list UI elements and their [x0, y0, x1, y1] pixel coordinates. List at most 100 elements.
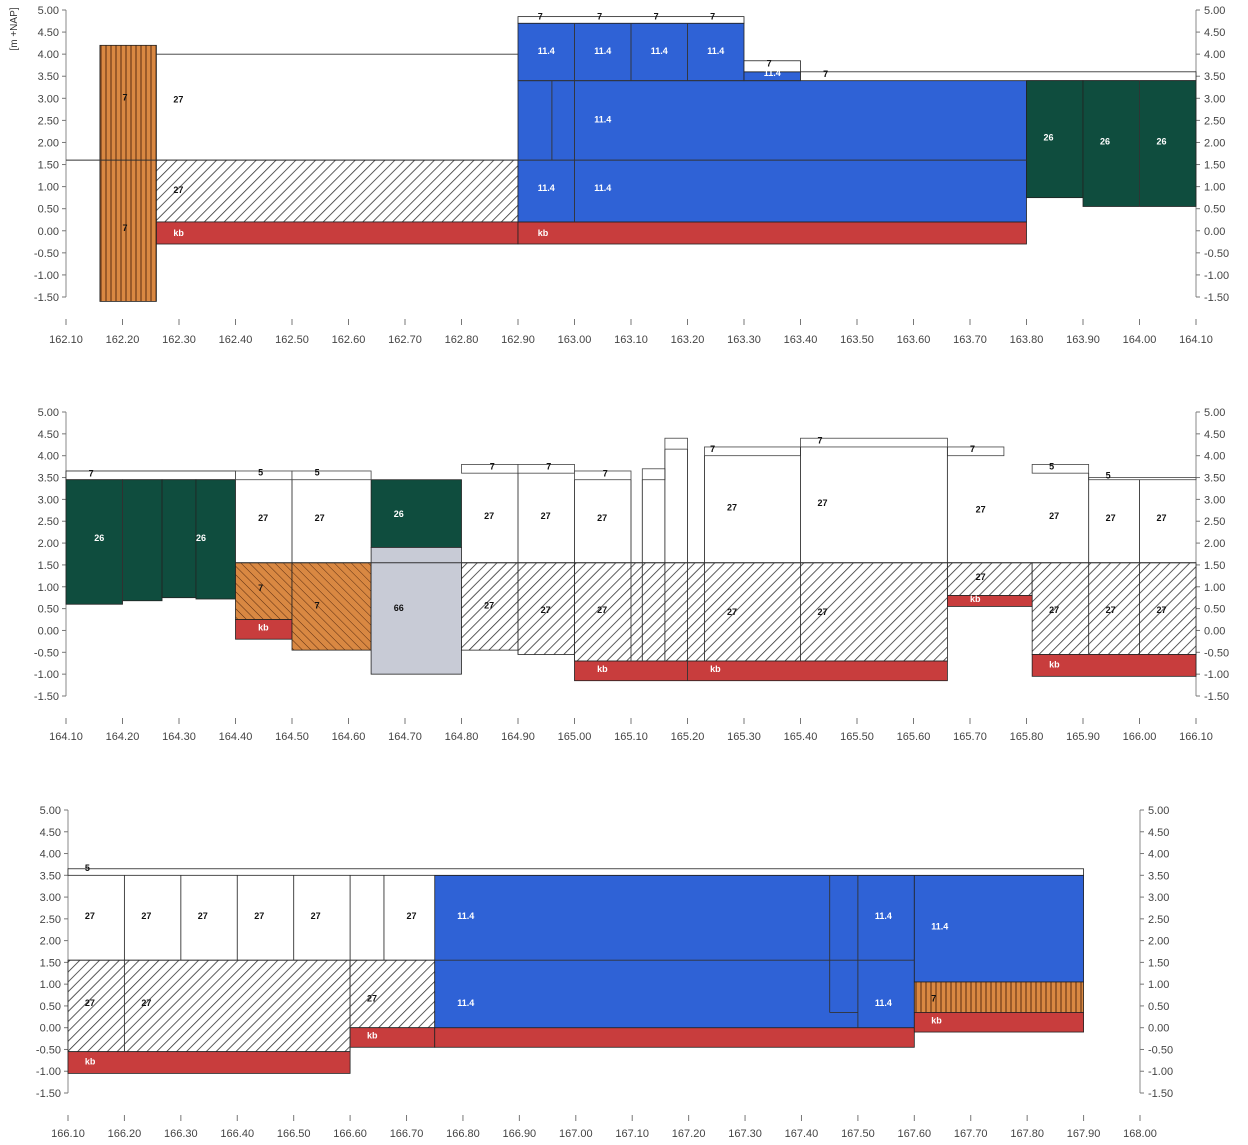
soil-code-label: 26 [94, 533, 104, 543]
x-tick-label: 166.80 [446, 1128, 480, 1140]
layer-outline [235, 470, 293, 481]
y-tick-label-right: 5.00 [1204, 407, 1225, 419]
soil-layer-green [195, 479, 236, 600]
soil-code-label: kb [931, 1015, 942, 1025]
y-tick-label-right: -1.00 [1204, 669, 1229, 681]
soil-code-label: kb [710, 664, 721, 674]
soil-code-label: 27 [1106, 605, 1116, 615]
y-tick-label-left: 2.00 [38, 137, 59, 149]
soil-code-label: 27 [727, 502, 737, 512]
y-tick-label-right: -1.50 [1204, 292, 1229, 304]
y-tick-label-right: 1.00 [1148, 979, 1169, 991]
soil-code-label: 7 [823, 69, 828, 79]
soil-code-label: 27 [1106, 513, 1116, 523]
y-tick-label-left: 2.50 [40, 914, 61, 926]
x-tick-label: 167.90 [1067, 1128, 1101, 1140]
x-tick-label: 165.90 [1066, 731, 1100, 743]
y-tick-label-left: 2.00 [40, 936, 61, 948]
soil-code-label: 27 [141, 998, 151, 1008]
x-tick-label: 167.40 [785, 1128, 819, 1140]
x-tick-label: 165.80 [1010, 731, 1044, 743]
y-tick-label-right: 3.00 [1204, 494, 1225, 506]
soil-layer-red [574, 660, 948, 682]
y-tick-label-left: -0.50 [34, 647, 59, 659]
soil-layer-hatch [1031, 562, 1197, 655]
y-tick-label-right: 3.00 [1204, 93, 1225, 105]
soil-code-label: 7 [710, 12, 715, 22]
x-tick-label: 165.10 [614, 731, 648, 743]
soil-layer-white [800, 71, 1197, 82]
x-tick-label: 163.40 [784, 334, 818, 346]
soil-code-label: 11.4 [875, 911, 892, 921]
soil-code-label: 27 [1156, 513, 1166, 523]
x-tick-label: 162.90 [501, 334, 535, 346]
x-tick-label: 168.00 [1123, 1128, 1157, 1140]
soil-code-label: 11.4 [538, 46, 555, 56]
soil-layer-red [67, 1051, 351, 1074]
layer-outline [704, 446, 801, 457]
soil-code-label: 26 [1043, 132, 1053, 142]
x-tick-label: 165.00 [558, 731, 592, 743]
soil-code-label: 11.4 [457, 911, 474, 921]
soil-code-label: 11.4 [457, 998, 474, 1008]
y-tick-label-left: 3.50 [38, 71, 59, 83]
soil-code-label: 5 [85, 863, 90, 873]
layer-outline [947, 446, 1005, 457]
x-tick-label: 166.20 [108, 1128, 142, 1140]
soil-layer-orange_v [99, 44, 157, 302]
x-tick-label: 162.20 [106, 334, 140, 346]
y-tick-label-left: 4.50 [38, 429, 59, 441]
soil-layer-hatch [349, 959, 436, 1029]
y-tick-label-left: 0.50 [40, 1001, 61, 1013]
x-tick-label: 167.70 [954, 1128, 988, 1140]
x-tick-label: 167.00 [559, 1128, 593, 1140]
soil-code-label: 27 [597, 513, 607, 523]
y-tick-label-right: -0.50 [1204, 647, 1229, 659]
x-tick-label: 164.00 [1123, 334, 1157, 346]
section-2: 5.00 4.50 4.00 3.50 3.00 2.50 2.00 1.50 1.00 0.50… [34, 407, 1229, 743]
x-tick-label: 164.90 [501, 731, 535, 743]
x-tick-label: 162.70 [388, 334, 422, 346]
soil-code-label: 7 [258, 583, 263, 593]
y-tick-label-right: 0.00 [1148, 1023, 1169, 1035]
y-tick-label-left: 0.00 [38, 226, 59, 238]
soil-code-label: 11.4 [651, 46, 668, 56]
soil-layer-white [743, 60, 801, 73]
soil-layer-hatch [517, 562, 575, 655]
soil-layer-blue [913, 874, 1084, 983]
soil-code-label: 7 [970, 444, 975, 454]
soil-code-label: 27 [817, 607, 827, 617]
soil-layer-blue [434, 874, 915, 1029]
x-tick-label: 164.30 [162, 731, 196, 743]
y-tick-label-left: 2.00 [38, 538, 59, 550]
soil-code-label: 7 [817, 435, 822, 445]
x-tick-label: 164.60 [332, 731, 366, 743]
soil-layer-green [161, 479, 197, 599]
x-tick-label: 165.30 [727, 731, 761, 743]
soil-code-label: 11.4 [875, 998, 892, 1008]
soil-code-label: 7 [546, 462, 551, 472]
x-tick-label: 166.00 [1123, 731, 1157, 743]
soil-code-label: 11.4 [931, 922, 948, 932]
y-tick-label-right: -1.50 [1148, 1088, 1173, 1100]
x-tick-label: 165.70 [953, 731, 987, 743]
soil-code-label: 7 [603, 469, 608, 479]
x-tick-label: 164.70 [388, 731, 422, 743]
x-tick-label: 167.20 [672, 1128, 706, 1140]
x-tick-label: 162.40 [219, 334, 253, 346]
y-tick-label-left: -1.00 [36, 1066, 61, 1078]
soil-code-label: 5 [1106, 470, 1111, 480]
layer-outline [1031, 464, 1090, 474]
section-3: 5.00 4.50 4.00 3.50 3.00 2.50 2.00 1.50 1.00 0.50… [36, 805, 1173, 1140]
soil-code-label: 5 [315, 467, 320, 477]
y-tick-label-left: 1.50 [38, 560, 59, 572]
layer-outline [574, 470, 632, 481]
x-tick-label: 165.50 [840, 731, 874, 743]
soil-layer-red [155, 221, 519, 245]
soil-layer-red [434, 1027, 915, 1048]
soil-code-label: 26 [1100, 137, 1110, 147]
soil-code-label: 27 [173, 95, 183, 105]
y-tick-label-right: 3.50 [1148, 870, 1169, 882]
x-tick-label: 163.30 [727, 334, 761, 346]
